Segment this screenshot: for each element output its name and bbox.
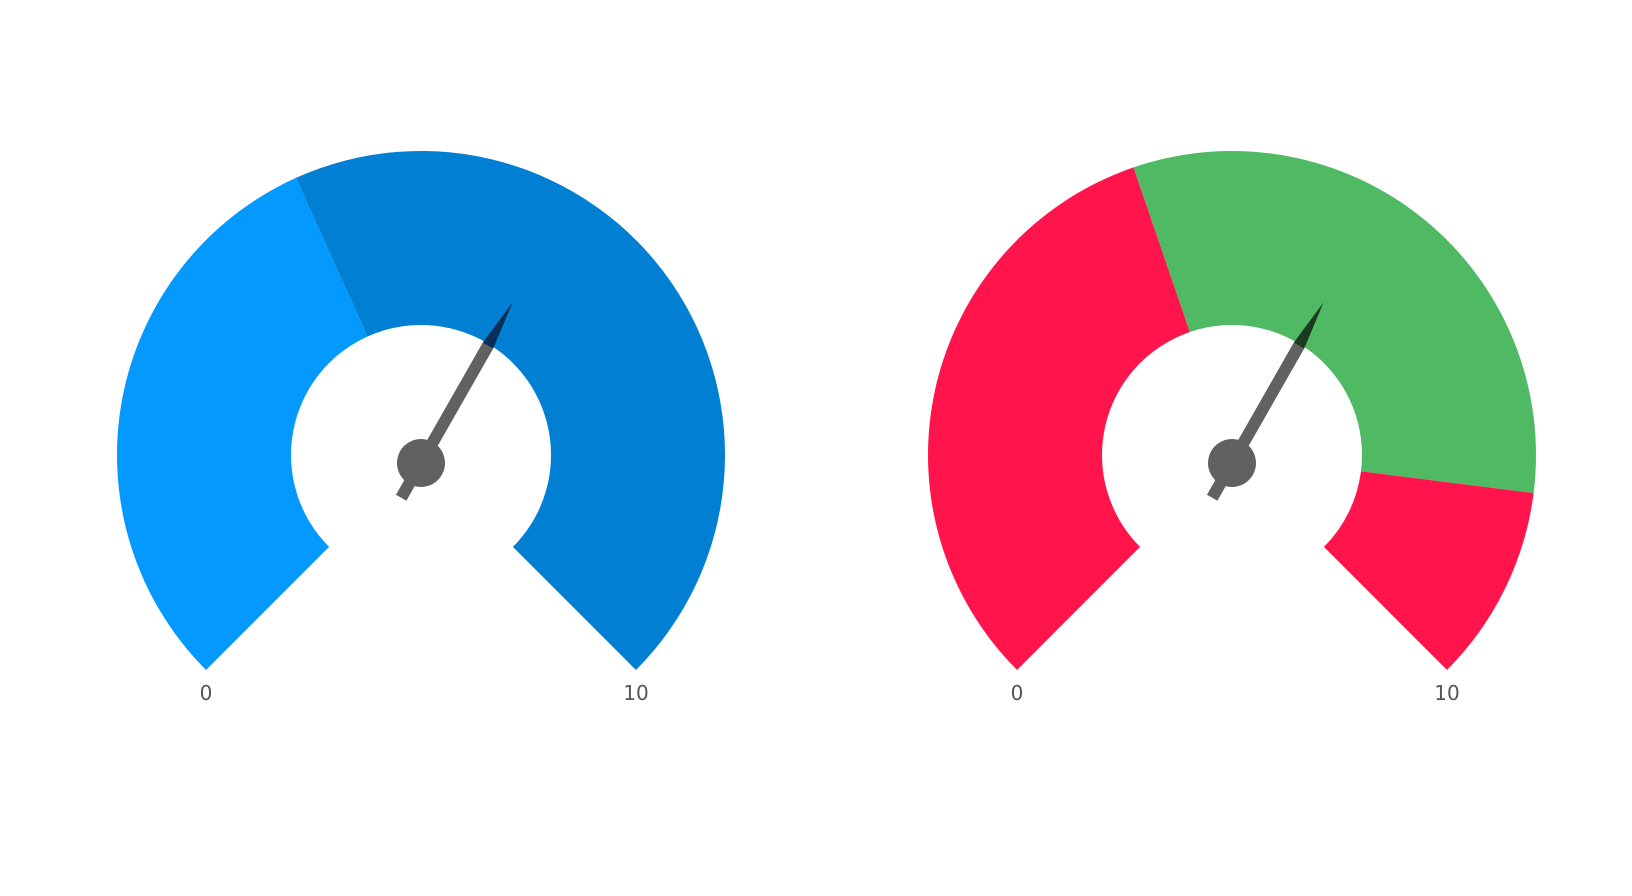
gauge-band-0 [928, 167, 1190, 670]
needle-hub [397, 439, 445, 487]
gauge-right-needle [1206, 302, 1324, 501]
gauge-left-needle [395, 302, 513, 501]
gauge-band-2 [1323, 471, 1534, 670]
gauge-left-bands [116, 151, 725, 670]
gauge-left-max-label: 10 [623, 681, 648, 705]
gauge-band-1 [295, 151, 725, 670]
gauge-left-min-label: 0 [200, 681, 213, 705]
needle-hub [1208, 439, 1256, 487]
gauge-left: 0 10 [116, 151, 725, 705]
gauge-band-1 [1133, 150, 1537, 494]
needle-tip [482, 302, 513, 349]
needle-tip [1293, 302, 1324, 349]
gauge-right-min-label: 0 [1011, 681, 1024, 705]
gauge-band-0 [116, 177, 368, 670]
gauge-right-bands [928, 150, 1537, 670]
gauge-right: 0 10 [928, 150, 1537, 705]
gauge-right-max-label: 10 [1434, 681, 1459, 705]
